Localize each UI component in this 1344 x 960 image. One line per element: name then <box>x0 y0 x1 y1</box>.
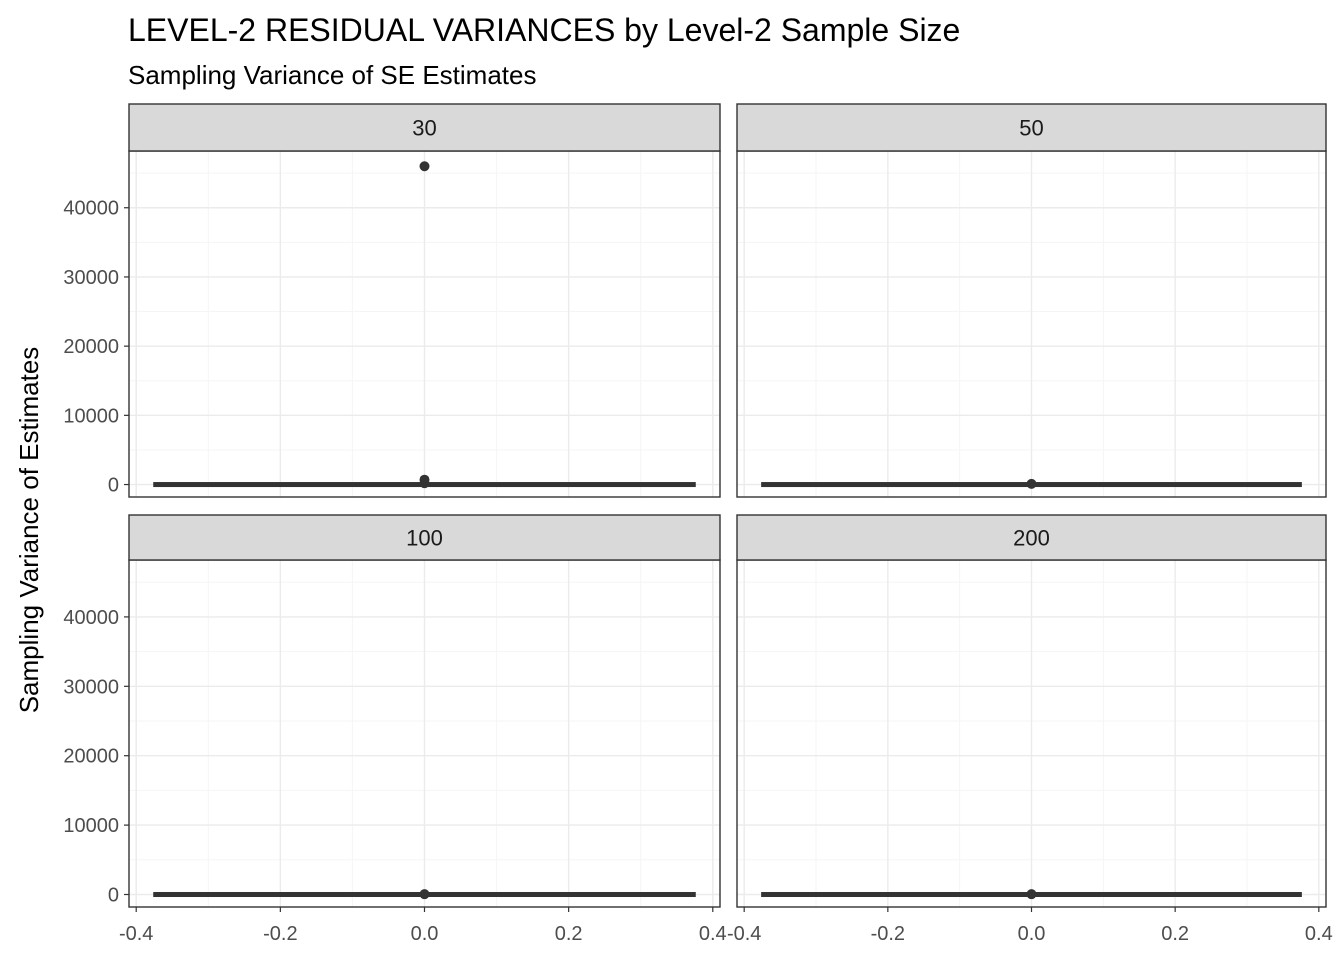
facet-strip <box>736 514 1327 561</box>
y-tick-label: 0 <box>108 475 119 497</box>
outlier-point <box>1026 478 1037 489</box>
chart-subtitle: Sampling Variance of SE Estimates <box>128 60 536 90</box>
panel-100: 100 0 10000 20000 30000 40000 -0.4 -0.2 0.0 0.2 0.… <box>63 514 727 945</box>
panels-layer: 3001000020000300004000050100010000200003… <box>63 103 1333 945</box>
y-tick-label: 40000 <box>63 198 119 220</box>
facet-strip-label: 30 <box>412 116 436 141</box>
chart-title: LEVEL-2 RESIDUAL VARIANCES by Level-2 Sa… <box>128 12 960 48</box>
x-tick-label: -0.2 <box>263 923 297 945</box>
facet-strip <box>128 103 721 152</box>
outlier-point <box>419 478 430 489</box>
y-tick-label: 0 <box>108 885 119 907</box>
facet-strip-label: 200 <box>1013 526 1050 551</box>
x-tick-label: 0.0 <box>1018 923 1046 945</box>
y-tick-label: 20000 <box>63 746 119 768</box>
outlier-point <box>419 889 430 900</box>
y-axis-title: Sampling Variance of Estimates <box>14 347 44 714</box>
y-tick-label: 10000 <box>63 815 119 837</box>
facet-strip <box>736 103 1327 152</box>
y-tick-label: 20000 <box>63 336 119 358</box>
x-tick-label: 0.2 <box>1161 923 1189 945</box>
x-tick-label: -0.4 <box>119 923 153 945</box>
panel-50: 50 <box>736 103 1327 498</box>
outlier-point <box>1026 889 1037 900</box>
facet-strip <box>128 514 721 561</box>
x-tick-label: -0.2 <box>871 923 905 945</box>
outlier-point <box>419 161 430 172</box>
x-tick-label: -0.4 <box>727 923 761 945</box>
y-tick-label: 40000 <box>63 607 119 629</box>
y-tick-label: 30000 <box>63 676 119 698</box>
y-tick-label: 10000 <box>63 405 119 427</box>
y-tick-label: 30000 <box>63 267 119 289</box>
x-tick-label: 0.2 <box>555 923 583 945</box>
x-tick-label: 0.4 <box>699 923 727 945</box>
panel-30: 30 0 10000 20000 30000 40000 <box>63 103 721 498</box>
facet-strip-label: 50 <box>1019 116 1043 141</box>
x-tick-label: 0.4 <box>1305 923 1333 945</box>
facet-strip-label: 100 <box>406 526 443 551</box>
panel-200: 200 -0.4 -0.2 0.0 0.2 0.4 <box>727 514 1333 945</box>
x-tick-label: 0.0 <box>411 923 439 945</box>
